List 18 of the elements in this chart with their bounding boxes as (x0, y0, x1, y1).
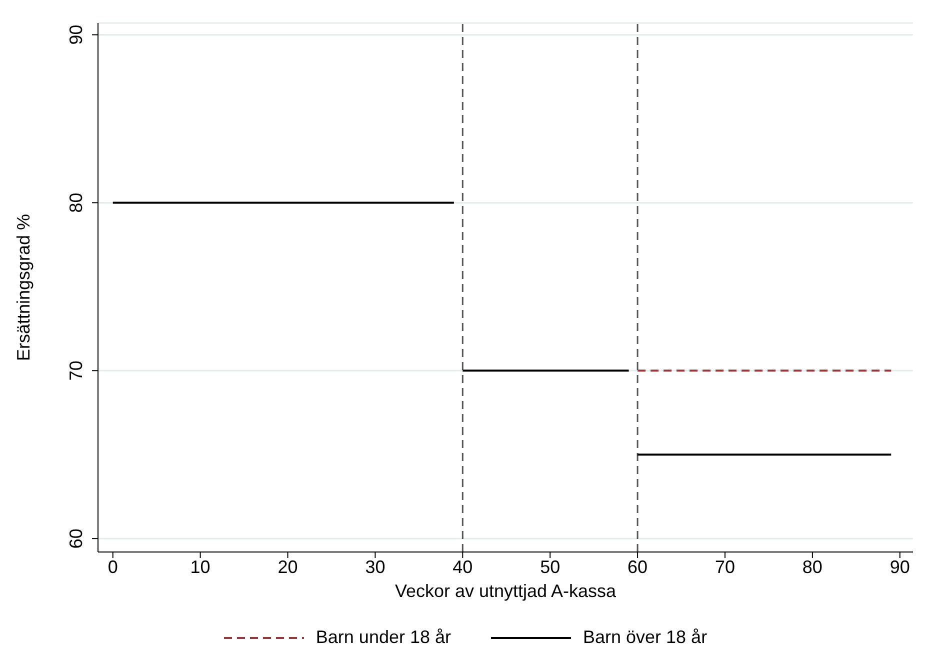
x-tick-label: 90 (890, 556, 910, 577)
x-tick-label: 70 (714, 556, 736, 577)
x-tick-label: 50 (540, 556, 560, 577)
x-axis-title: Veckor av utnyttjad A-kassa (394, 581, 618, 601)
y-tick-label: 80 (66, 192, 86, 213)
y-tick-label: 60 (66, 528, 86, 549)
x-tick-label: 30 (365, 556, 386, 577)
x-tick-label: 40 (452, 556, 473, 577)
x-tick-label: 60 (628, 556, 648, 577)
legend-label: Barn under 18 år (316, 627, 451, 648)
y-tick-label: 90 (66, 24, 86, 45)
x-tick-label: 20 (278, 556, 298, 577)
y-tick-label: 70 (66, 360, 86, 381)
x-tick-label: 80 (802, 556, 822, 577)
x-tick-label: 0 (108, 556, 118, 577)
x-tick-label: 10 (190, 556, 210, 577)
y-axis-title: Ersättningsgrad % (13, 214, 34, 362)
legend-label: Barn över 18 år (583, 627, 708, 648)
